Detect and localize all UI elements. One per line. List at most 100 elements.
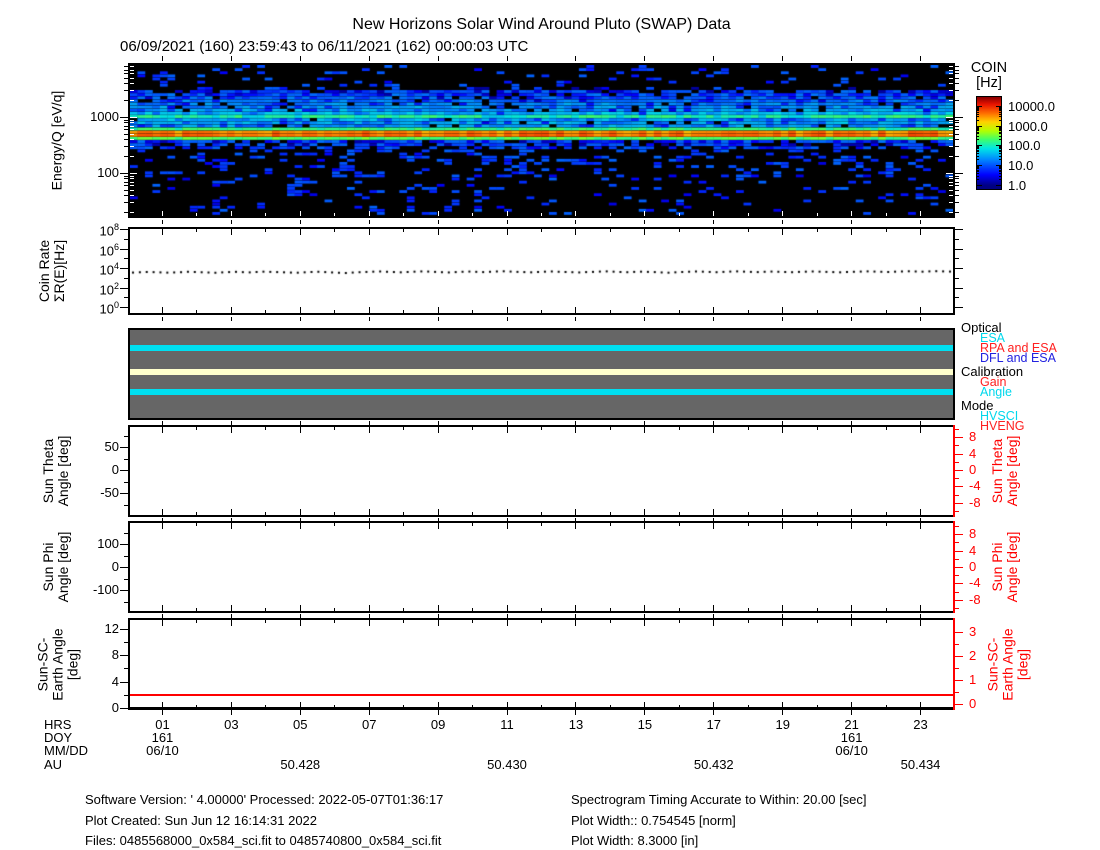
axis-tick	[885, 620, 887, 623]
axis-tick	[955, 122, 959, 124]
axis-tick	[713, 620, 715, 626]
axis-tick	[130, 139, 134, 141]
axis-tick	[437, 420, 439, 425]
axis-tick	[124, 601, 128, 603]
axis-tick	[609, 620, 611, 623]
axis-tick	[472, 512, 474, 515]
axis-tick	[885, 705, 887, 708]
axis-tick	[976, 125, 982, 127]
earth-tick-label: 12	[104, 620, 119, 636]
axis-tick	[976, 113, 979, 115]
doy-label: 161	[840, 730, 863, 745]
time-row-label: MM/DD	[44, 743, 89, 758]
axis-tick	[124, 181, 128, 183]
axis-tick	[816, 608, 818, 611]
axis-tick	[955, 297, 959, 299]
axis-tick	[955, 656, 963, 657]
axis-tick	[120, 117, 128, 118]
time-row-label: DOY	[44, 730, 73, 745]
axis-tick	[976, 105, 982, 107]
axis-tick	[472, 427, 474, 430]
theta-right-tick-label: 0	[969, 462, 977, 477]
axis-tick	[999, 107, 1002, 109]
axis-tick	[782, 620, 784, 626]
axis-tick	[955, 229, 963, 230]
axis-tick	[124, 73, 128, 75]
hrs-label: 03	[224, 717, 239, 732]
axis-tick	[437, 211, 439, 216]
axis-tick	[130, 83, 134, 85]
axis-tick	[920, 420, 922, 425]
axis-tick	[713, 613, 715, 618]
earth-right-tick-label: 1	[969, 672, 977, 687]
axis-tick	[955, 238, 959, 240]
earth-right-tick-label: 2	[969, 648, 977, 663]
axis-tick	[437, 620, 439, 626]
axis-tick	[920, 702, 922, 708]
axis-tick	[713, 427, 715, 433]
axis-tick	[920, 427, 922, 433]
axis-tick	[955, 632, 963, 633]
axis-tick	[949, 189, 953, 191]
axis-tick	[299, 613, 301, 618]
axis-tick	[541, 213, 542, 216]
axis-tick	[334, 523, 336, 526]
axis-tick	[334, 512, 336, 515]
axis-tick	[130, 175, 134, 177]
axis-tick	[678, 213, 680, 216]
axis-tick	[955, 258, 959, 260]
axis-tick	[506, 620, 508, 626]
axis-tick	[976, 173, 979, 175]
exponent: 4	[113, 261, 119, 271]
coin-rate-tick-label: 108	[99, 222, 119, 239]
axis-tick	[920, 509, 922, 515]
axis-tick	[124, 146, 128, 148]
exponent: 6	[113, 241, 119, 252]
axis-tick	[161, 56, 163, 61]
axis-tick	[644, 307, 646, 313]
axis-tick	[437, 702, 439, 708]
status-stripe-calibration	[130, 368, 953, 375]
axis-tick	[124, 694, 128, 696]
axis-tick	[472, 213, 474, 216]
axis-tick	[851, 509, 853, 515]
axis-tick	[976, 111, 979, 113]
axis-tick	[885, 310, 887, 313]
axis-tick	[999, 108, 1002, 110]
axis-tick	[955, 704, 963, 705]
axis-tick	[955, 542, 959, 544]
axis-tick	[124, 202, 128, 204]
axis-tick	[575, 219, 577, 224]
hrs-label: 15	[637, 717, 653, 732]
axis-tick	[955, 73, 959, 75]
axis-tick	[851, 517, 853, 522]
axis-tick	[506, 229, 508, 235]
axis-tick	[976, 166, 979, 168]
time-row-label: HRS	[44, 717, 72, 732]
axis-tick	[996, 165, 1002, 167]
earth-right-tick-label: 3	[969, 624, 977, 639]
axis-tick	[713, 420, 715, 425]
axis-tick	[609, 310, 611, 313]
axis-tick	[120, 544, 128, 545]
axis-tick	[976, 155, 979, 157]
legend-item-label: HVENG	[980, 419, 1025, 433]
axis-tick	[644, 427, 646, 433]
axis-tick	[999, 129, 1002, 131]
axis-tick	[575, 427, 577, 433]
time-row-label: AU	[44, 757, 63, 772]
theta-right-tick-label: 4	[969, 445, 977, 461]
footer-line: Software Version: ' 4.00000' Processed: …	[85, 792, 444, 807]
legend-item-label: ESA	[980, 331, 1006, 345]
axis-tick	[403, 620, 405, 623]
axis-tick	[437, 56, 439, 61]
axis-tick	[403, 705, 405, 708]
axis-tick	[747, 310, 749, 313]
axis-tick	[196, 620, 198, 623]
axis-tick	[713, 702, 715, 708]
phi-right-tick-label: 4	[969, 542, 977, 558]
axis-tick	[996, 105, 1002, 107]
axis-tick	[955, 66, 959, 68]
axis-tick	[949, 129, 953, 131]
axis-tick	[920, 229, 922, 235]
